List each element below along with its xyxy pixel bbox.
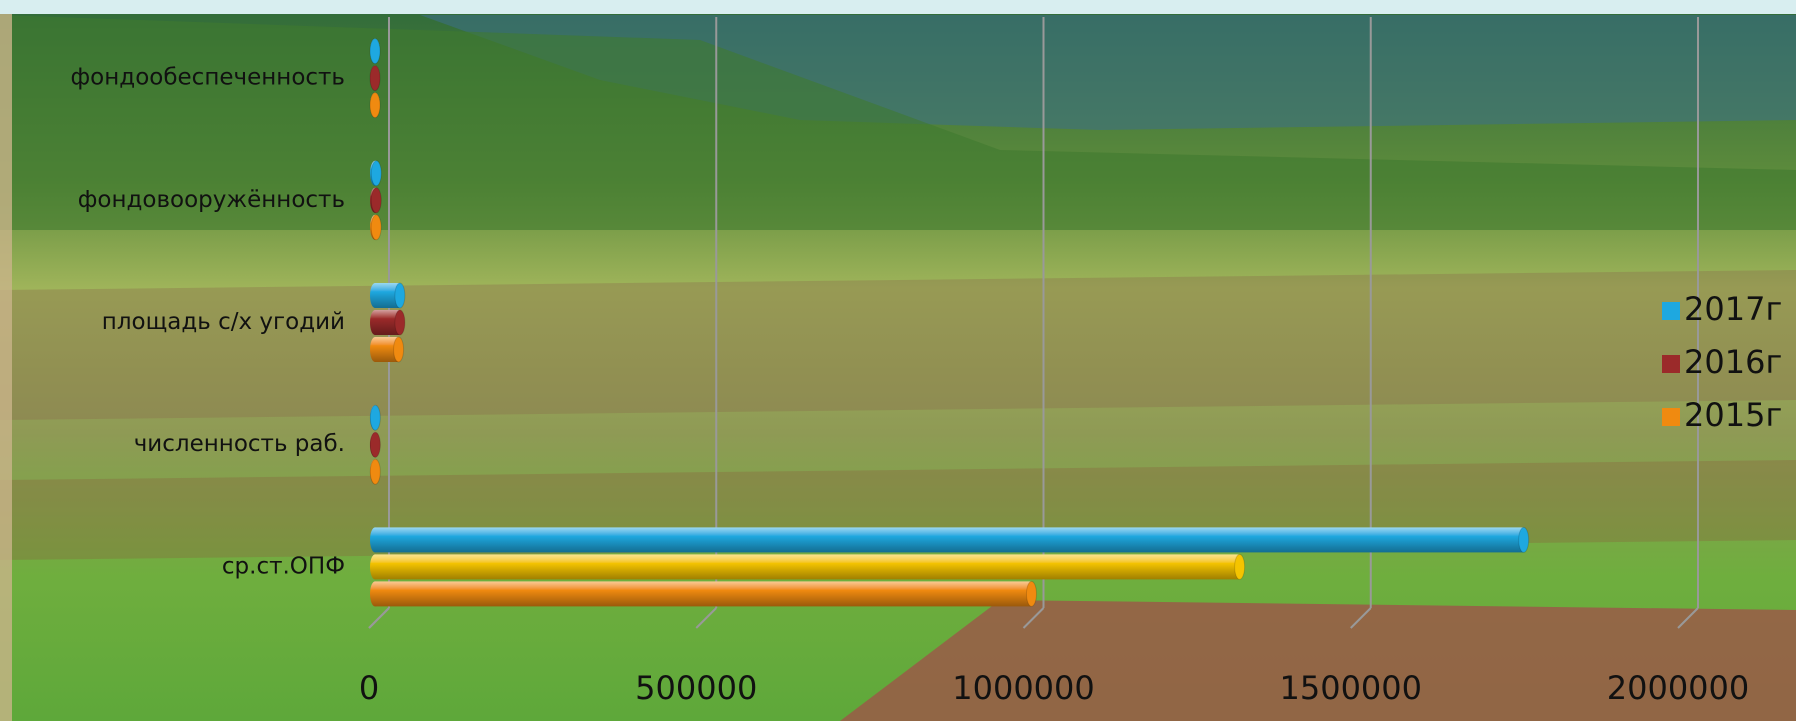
bar-cap <box>369 92 381 119</box>
y-tick-label: площадь с/х угодий <box>102 309 345 335</box>
bar <box>375 527 1524 553</box>
grid-line-floor <box>1350 607 1372 629</box>
bar-cap <box>369 431 381 458</box>
bar-cap <box>1025 580 1037 607</box>
axis-line <box>368 607 390 629</box>
bar-cap <box>394 282 406 309</box>
x-tick-label: 0 <box>359 669 379 707</box>
y-tick-label: ср.ст.ОПФ <box>222 553 345 579</box>
grid-line-floor <box>695 607 717 629</box>
x-tick-label: 2000000 <box>1607 669 1750 707</box>
bar-cap <box>394 309 406 336</box>
bar-cap <box>1518 526 1530 553</box>
y-tick-label: численность раб. <box>134 431 345 457</box>
bar <box>375 581 1032 607</box>
labels: 0 500000 1000000 1500000 2000000 ср.ст.ОПФ чис… <box>71 65 1783 707</box>
bar-cap <box>369 65 381 92</box>
bar-cap <box>369 458 381 485</box>
bar <box>375 337 399 362</box>
legend-label: 2016г <box>1684 343 1782 381</box>
legend-label: 2015г <box>1684 396 1782 434</box>
bar-cap <box>393 336 405 363</box>
bar-cap <box>369 38 381 65</box>
x-tick-label: 1000000 <box>952 669 1095 707</box>
bars <box>369 38 1530 607</box>
x-tick-label: 1500000 <box>1279 669 1422 707</box>
bar <box>375 554 1240 580</box>
grid-line-floor <box>1677 607 1699 629</box>
y-tick-label: фондовооружённость <box>78 187 345 213</box>
bar-cap <box>370 160 382 187</box>
legend-label: 2017г <box>1684 290 1782 328</box>
bar-cap <box>370 187 382 214</box>
x-tick-label: 500000 <box>635 669 757 707</box>
bar-cap <box>370 214 382 241</box>
y-tick-label: фондообеспеченность <box>71 65 345 91</box>
legend-swatch <box>1662 355 1680 373</box>
grid-line-floor <box>1022 607 1045 629</box>
bar-cap <box>369 404 381 431</box>
legend-swatch <box>1662 408 1680 426</box>
bar-cap <box>1234 553 1246 580</box>
legend-swatch <box>1662 302 1680 320</box>
